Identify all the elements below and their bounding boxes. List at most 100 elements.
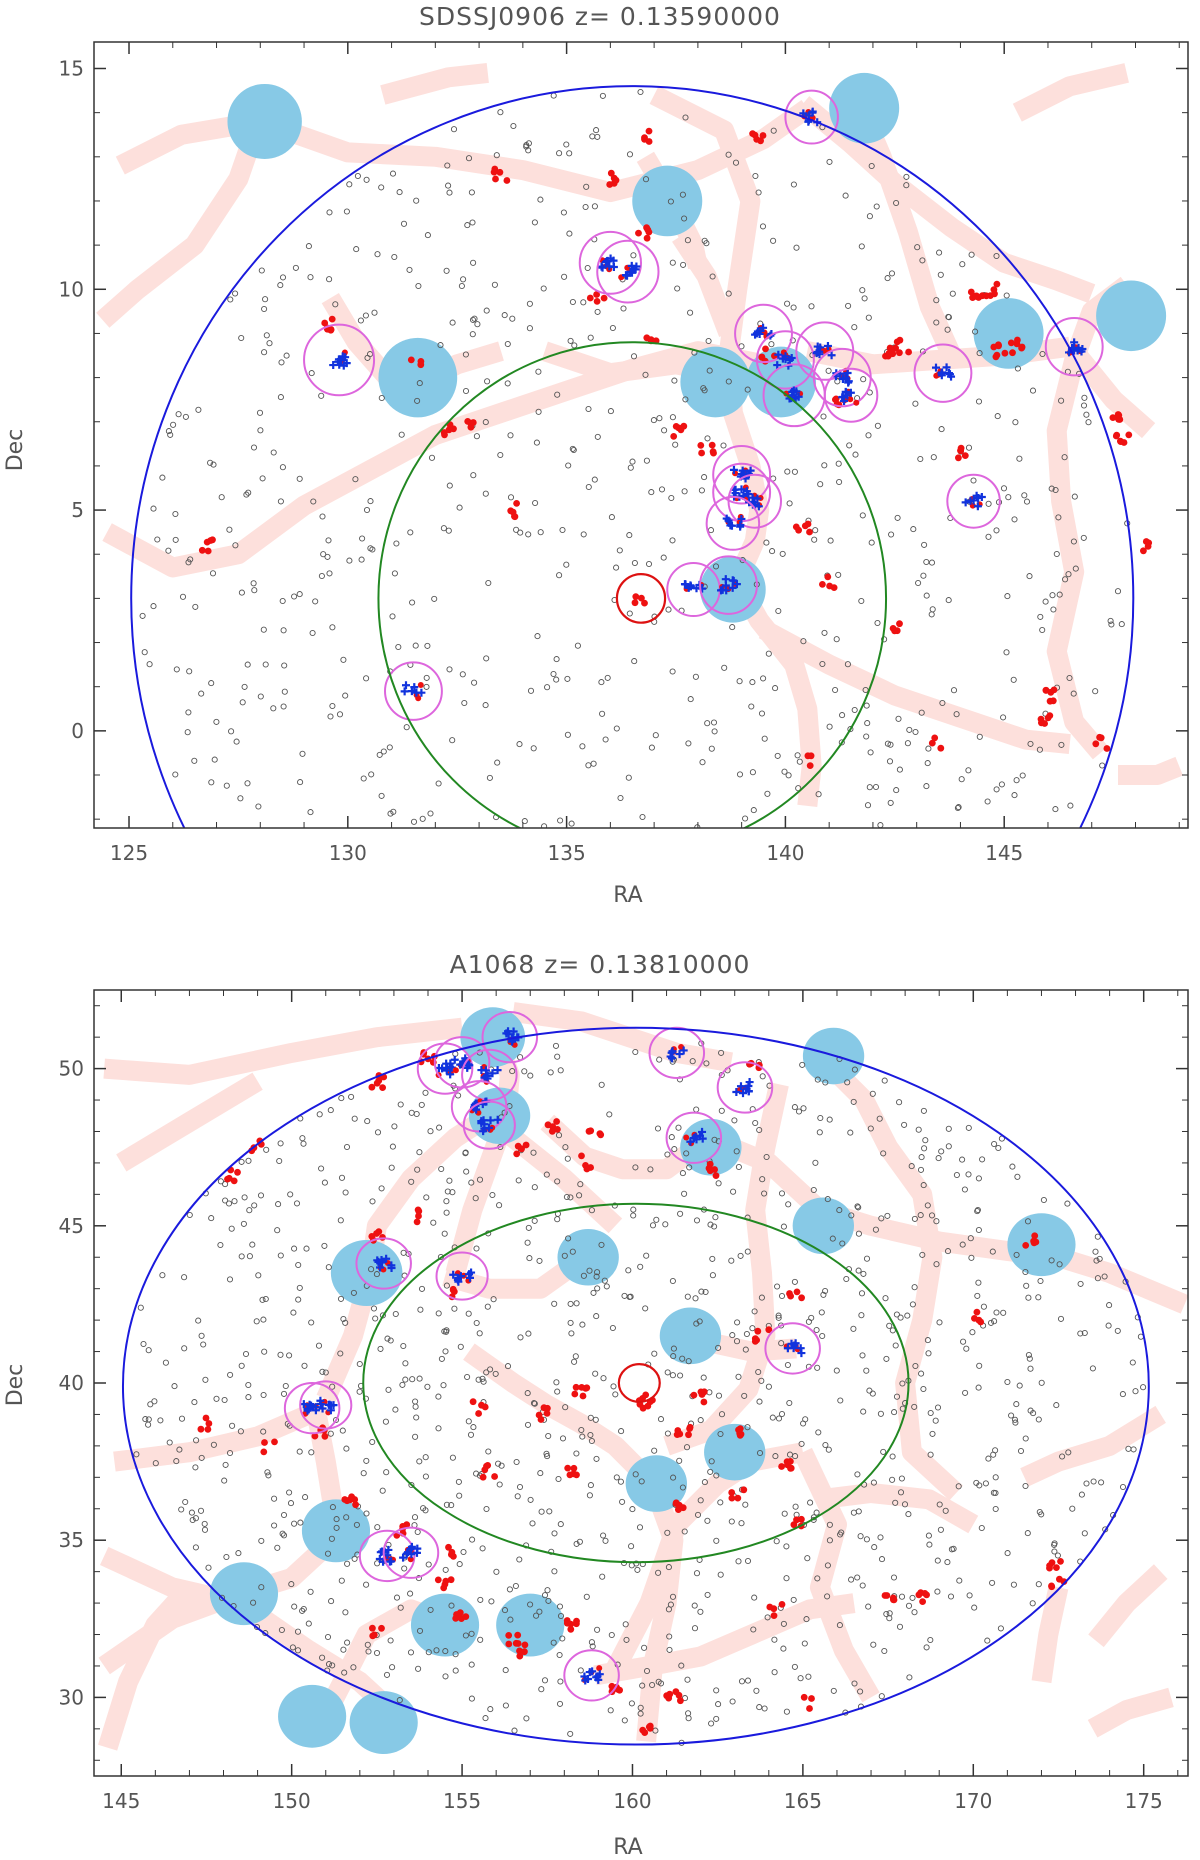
galaxy-point <box>661 427 668 434</box>
galaxy-point <box>925 1350 932 1357</box>
filament <box>463 1343 660 1491</box>
galaxy-point <box>382 1418 389 1425</box>
galaxy-point <box>704 1517 711 1524</box>
subgroup-galaxy <box>840 397 849 406</box>
member-galaxy <box>516 1652 524 1660</box>
member-galaxy <box>740 1486 748 1494</box>
galaxy-point <box>878 1215 885 1222</box>
member-galaxy <box>573 1617 580 1625</box>
galaxy-point <box>971 1604 978 1611</box>
galaxy-point <box>804 1555 811 1562</box>
galaxy-point <box>1064 1200 1071 1207</box>
galaxy-point <box>639 813 646 821</box>
galaxy-point <box>736 678 743 685</box>
galaxy-point <box>865 1603 872 1610</box>
galaxy-point <box>201 1526 209 1533</box>
subgroup-galaxy <box>493 1066 502 1075</box>
galaxy-point <box>469 219 476 226</box>
galaxy-point <box>514 1493 521 1500</box>
galaxy-point <box>571 342 578 349</box>
galaxy-point <box>1010 1581 1017 1588</box>
galaxy-point <box>462 351 469 358</box>
galaxy-point <box>493 1568 500 1575</box>
galaxy-point <box>181 1274 188 1281</box>
subgroup-galaxy <box>480 1120 489 1129</box>
galaxy-point <box>857 1688 864 1695</box>
galaxy-point <box>428 454 436 461</box>
galaxy-point <box>912 400 919 407</box>
galaxy-point <box>708 1720 715 1727</box>
galaxy-point <box>362 312 369 319</box>
galaxy-point <box>137 1304 144 1311</box>
galaxy-point <box>587 1414 594 1421</box>
member-galaxy <box>514 1631 522 1639</box>
galaxy-point <box>786 500 793 507</box>
galaxy-point <box>836 1622 843 1629</box>
galaxy-point <box>556 572 563 579</box>
galaxy-point <box>573 1300 580 1307</box>
member-galaxy <box>570 1464 578 1472</box>
galaxy-point <box>352 476 359 483</box>
galaxy-point <box>192 1515 199 1522</box>
galaxy-point <box>245 1394 252 1401</box>
member-galaxy <box>712 1172 720 1179</box>
galaxy-point <box>387 1337 394 1344</box>
galaxy-point <box>372 1315 379 1322</box>
galaxy-point <box>364 1118 371 1125</box>
galaxy-point <box>198 690 205 697</box>
galaxy-point <box>813 1509 820 1516</box>
galaxy-point <box>321 1242 328 1249</box>
galaxy-point <box>626 532 633 539</box>
member-galaxy <box>749 130 756 138</box>
galaxy-point <box>927 1409 934 1417</box>
galaxy-point <box>670 1345 677 1352</box>
galaxy-point <box>589 1643 596 1650</box>
galaxy-point <box>319 513 326 520</box>
galaxy-point <box>525 531 532 538</box>
galaxy-point <box>617 794 624 802</box>
galaxy-point <box>473 1470 480 1477</box>
subgroup-galaxy <box>942 363 951 372</box>
x-tick-label: 140 <box>766 841 804 865</box>
subgroup-galaxy <box>446 1059 455 1068</box>
member-galaxy <box>971 1315 978 1322</box>
galaxy-point <box>780 1620 787 1627</box>
galaxy-point <box>329 1383 336 1390</box>
galaxy-point <box>1038 1511 1045 1518</box>
galaxy-point <box>937 1526 944 1533</box>
filament <box>1031 1585 1069 1684</box>
subgroup-galaxy <box>732 580 741 589</box>
galaxy-point <box>778 1410 786 1418</box>
galaxy-point <box>826 723 833 730</box>
galaxy-point <box>649 1222 657 1229</box>
galaxy-point <box>1052 806 1059 813</box>
subgroup-ring <box>712 445 772 505</box>
member-galaxy <box>641 599 648 607</box>
galaxy-point <box>383 1671 391 1678</box>
filament <box>116 1072 263 1172</box>
galaxy-point <box>337 1295 345 1302</box>
galaxy-point <box>327 713 334 720</box>
filament <box>818 1483 979 1534</box>
galaxy-point <box>995 1144 1002 1152</box>
galaxy-point <box>277 1140 284 1147</box>
galaxy-point <box>930 454 937 461</box>
galaxy-point <box>1059 1453 1066 1460</box>
galaxy-point <box>170 421 177 428</box>
member-galaxy <box>607 169 615 177</box>
galaxy-point <box>763 539 770 546</box>
galaxy-point <box>833 636 840 643</box>
galaxy-point <box>356 1360 363 1368</box>
galaxy-point <box>985 500 992 507</box>
subgroup-galaxy <box>679 1046 688 1055</box>
galaxy-point <box>554 1388 561 1395</box>
galaxy-point <box>422 1089 429 1096</box>
galaxy-point <box>588 1437 595 1445</box>
galaxy-point <box>565 462 572 469</box>
galaxy-point <box>701 387 708 394</box>
galaxy-point <box>389 1143 396 1150</box>
subgroup-galaxy <box>341 353 350 362</box>
galaxy-point <box>750 807 757 814</box>
x-tick-label: 145 <box>985 841 1023 865</box>
galaxy-point <box>781 1510 788 1517</box>
